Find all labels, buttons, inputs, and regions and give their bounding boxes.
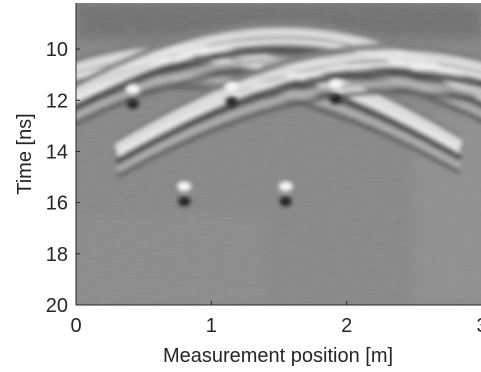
y-axis-label: Time [ns] xyxy=(14,113,36,195)
y-tick-label: 16 xyxy=(46,193,68,215)
y-axis: 10 12 14 16 18 20 Time [ns] xyxy=(14,3,80,317)
y-tick-labels: 10 12 14 16 18 20 xyxy=(46,39,68,317)
x-axis: 0 1 2 3 Measurement position [m] xyxy=(70,301,481,367)
y-tick-label: 20 xyxy=(46,295,68,317)
y-tick-label: 12 xyxy=(46,90,68,112)
x-tick-label: 0 xyxy=(70,315,81,337)
x-axis-label: Measurement position [m] xyxy=(163,345,393,367)
texture-overlay xyxy=(76,3,481,305)
radargram-image xyxy=(76,3,481,305)
y-tick-marks xyxy=(76,48,80,306)
x-tick-label: 2 xyxy=(341,315,352,337)
x-tick-label: 3 xyxy=(476,315,481,337)
y-tick-label: 10 xyxy=(46,39,68,61)
x-tick-labels: 0 1 2 3 xyxy=(70,315,481,337)
y-tick-label: 18 xyxy=(46,244,68,266)
y-tick-label: 14 xyxy=(46,141,68,163)
x-tick-label: 1 xyxy=(206,315,217,337)
